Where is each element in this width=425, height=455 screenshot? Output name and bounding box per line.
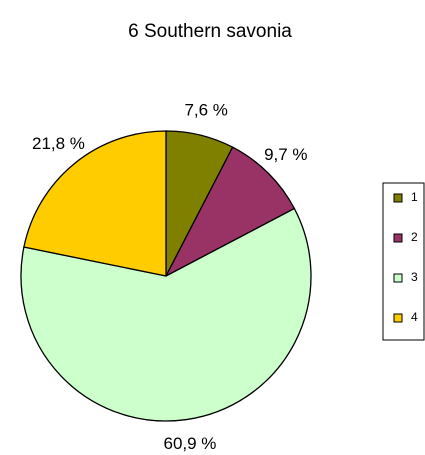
legend-label: 2 [411, 230, 418, 244]
legend-label: 1 [411, 190, 418, 204]
legend-label: 3 [411, 270, 418, 284]
legend-swatch [393, 193, 403, 203]
legend-swatch [393, 233, 403, 243]
data-label: 21,8 % [32, 134, 85, 153]
data-label: 9,7 % [264, 145, 307, 164]
data-label: 60,9 % [163, 434, 216, 453]
legend-swatch [393, 313, 403, 323]
chart-title: 6 Southern savonia [128, 21, 292, 42]
pie-slice [164, 146, 296, 278]
data-label: 7,6 % [184, 100, 227, 119]
legend-box [382, 182, 425, 341]
legend-swatch [393, 273, 403, 283]
legend-label: 4 [411, 310, 418, 324]
pie-slice [23, 130, 167, 277]
